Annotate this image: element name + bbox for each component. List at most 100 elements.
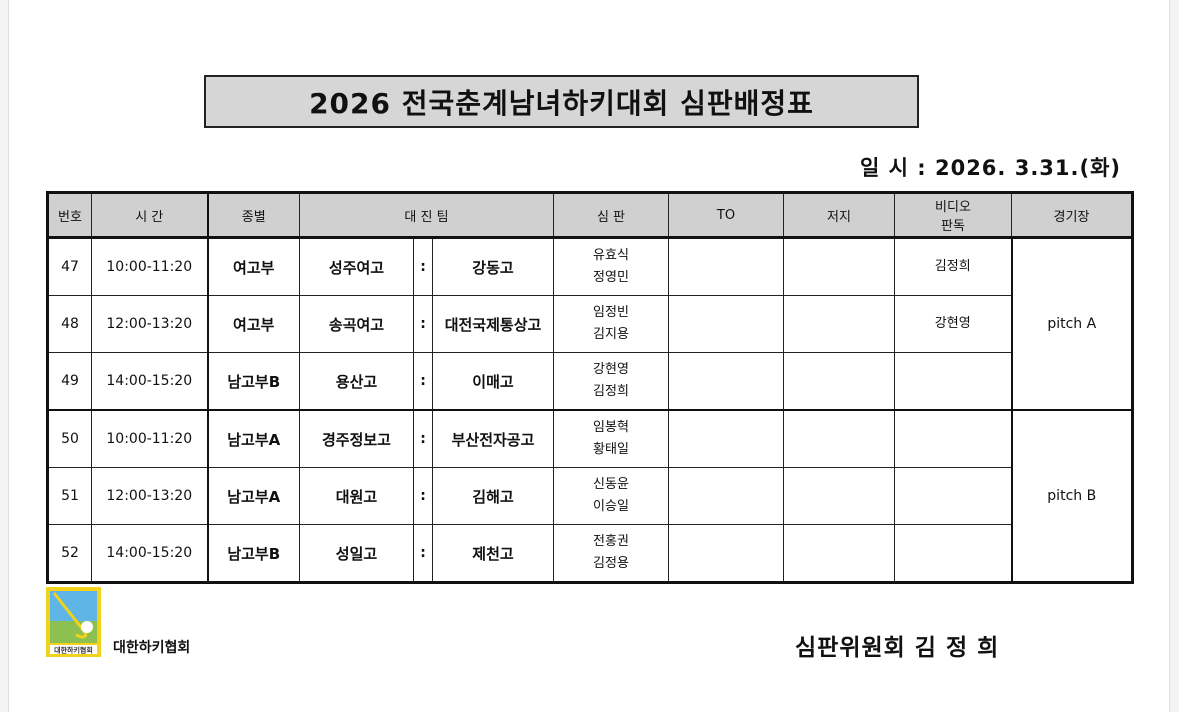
header-row: 번호 시 간 종별 대 진 팀 심 판 TO 저지 비디오 판독 경기장 — [47, 192, 1133, 239]
versus-separator: : — [413, 409, 433, 468]
video-review — [894, 524, 1012, 583]
judge-cell — [783, 524, 895, 583]
video-review: 강현영 — [894, 295, 1012, 353]
team-b: 부산전자공고 — [432, 409, 554, 468]
referee-2: 김지용 — [593, 327, 629, 342]
header-video-line1: 비디오 — [935, 200, 971, 215]
division: 남고부B — [207, 352, 300, 411]
team-b: 강동고 — [432, 237, 554, 296]
header-referee: 심 판 — [553, 192, 669, 239]
referee-1: 신동윤 — [593, 477, 629, 492]
team-a: 성주여고 — [299, 237, 414, 296]
match-no: 49 — [47, 352, 92, 411]
to-cell — [668, 524, 784, 583]
referee-2: 정영민 — [593, 270, 629, 285]
team-a: 송곡여고 — [299, 295, 414, 353]
match-no: 50 — [47, 409, 92, 468]
referee-2: 이승일 — [593, 499, 629, 514]
match-time: 14:00-15:20 — [91, 352, 209, 411]
page-edge — [0, 0, 9, 712]
header-video-line2: 판독 — [941, 219, 965, 234]
division: 남고부A — [207, 409, 300, 468]
match-time: 10:00-11:20 — [91, 237, 209, 296]
video-review — [894, 352, 1012, 411]
match-time: 12:00-13:20 — [91, 295, 209, 353]
team-b: 대전국제통상고 — [432, 295, 554, 353]
division: 여고부 — [207, 295, 300, 353]
referee-1: 강현영 — [593, 362, 629, 377]
to-cell — [668, 237, 784, 296]
versus-separator: : — [413, 237, 433, 296]
division: 남고부A — [207, 467, 300, 525]
team-b: 제천고 — [432, 524, 554, 583]
to-cell — [668, 352, 784, 411]
division: 남고부B — [207, 524, 300, 583]
team-b: 이매고 — [432, 352, 554, 411]
video-review — [894, 467, 1012, 525]
header-no: 번호 — [47, 192, 92, 239]
team-a: 용산고 — [299, 352, 414, 411]
division: 여고부 — [207, 237, 300, 296]
to-cell — [668, 409, 784, 468]
association-logo: 대한하키협회 — [46, 587, 101, 657]
judge-cell — [783, 237, 895, 296]
header-teams: 대 진 팀 — [299, 192, 554, 239]
versus-separator: : — [413, 467, 433, 525]
referee-1: 유효식 — [593, 248, 629, 263]
page-title: 2026 전국춘계남녀하키대회 심판배정표 — [204, 75, 919, 128]
match-time: 14:00-15:20 — [91, 524, 209, 583]
signature: 심판위원회 김 정 희 — [795, 635, 1000, 661]
referee-1: 임정빈 — [593, 305, 629, 320]
date-line: 일 시 : 2026. 3.31.(화) — [860, 156, 1122, 180]
versus-separator: : — [413, 352, 433, 411]
video-review — [894, 409, 1012, 468]
versus-separator: : — [413, 295, 433, 353]
referee-2: 김정용 — [593, 556, 629, 571]
to-cell — [668, 295, 784, 353]
venue: pitch B — [1010, 409, 1133, 583]
header-judge: 저지 — [783, 192, 895, 239]
association-name: 대한하키협회 — [113, 640, 191, 656]
scrollbar[interactable] — [1169, 0, 1179, 712]
judge-cell — [783, 352, 895, 411]
match-no: 51 — [47, 467, 92, 525]
referee-2: 황태일 — [593, 442, 629, 457]
versus-separator: : — [413, 524, 433, 583]
referee-schedule-table: 번호 시 간 종별 대 진 팀 심 판 TO 저지 비디오 판독 경기장 47 1… — [46, 191, 1134, 584]
header-division: 종별 — [207, 192, 300, 239]
match-time: 12:00-13:20 — [91, 467, 209, 525]
venue: pitch A — [1010, 237, 1133, 411]
svg-text:대한하키협회: 대한하키협회 — [54, 646, 93, 655]
team-a: 대원고 — [299, 467, 414, 525]
team-a: 경주정보고 — [299, 409, 414, 468]
video-review: 김정희 — [894, 237, 1012, 296]
judge-cell — [783, 295, 895, 353]
referee-1: 전홍권 — [593, 534, 629, 549]
match-no: 52 — [47, 524, 92, 583]
team-a: 성일고 — [299, 524, 414, 583]
judge-cell — [783, 409, 895, 468]
referee-2: 김정희 — [593, 384, 629, 399]
referee-1: 임봉혁 — [593, 420, 629, 435]
match-no: 47 — [47, 237, 92, 296]
judge-cell — [783, 467, 895, 525]
header-to: TO — [668, 192, 784, 239]
match-time: 10:00-11:20 — [91, 409, 209, 468]
team-b: 김해고 — [432, 467, 554, 525]
header-time: 시 간 — [91, 192, 209, 239]
to-cell — [668, 467, 784, 525]
match-no: 48 — [47, 295, 92, 353]
